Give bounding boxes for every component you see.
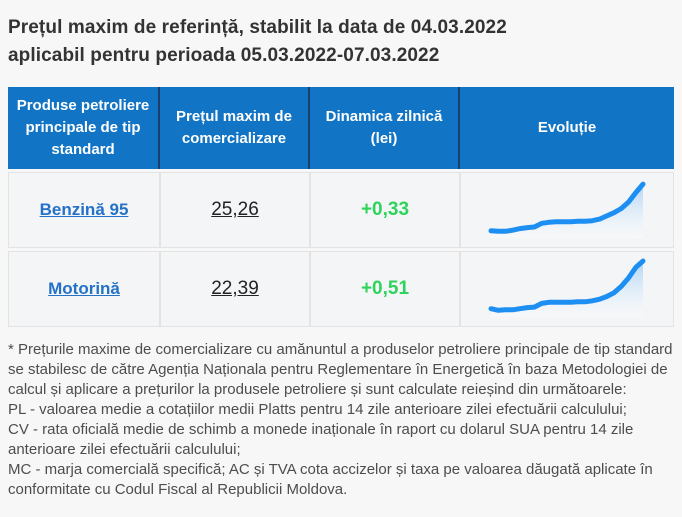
benzina95-link[interactable]: Benzină 95 — [39, 200, 129, 219]
footnote-intro: * Prețurile maxime de comercializare cu … — [8, 341, 673, 398]
benzina95-daily-dynamic: +0,33 — [360, 199, 410, 220]
table-header-row: Produse petroliere principale de tip sta… — [8, 87, 674, 169]
page-title-line2: aplicabil pentru perioada 05.03.2022-07.… — [8, 45, 440, 66]
footnote-cv: CV - rata oficială medie de schimb a mon… — [8, 421, 634, 458]
page-title: Prețul maxim de referință, stabilit la d… — [8, 14, 674, 70]
header-product-type: Produse petroliere principale de tip sta… — [8, 87, 160, 169]
page-title-line1: Prețul maxim de referință, stabilit la d… — [8, 17, 507, 38]
table-row-benzina95: Benzină 95 25,26 +0,33 — [8, 172, 674, 248]
footnote-pl: PL - valoarea medie a cotațiilor medii P… — [8, 401, 627, 418]
benzina95-price-link[interactable]: 25,26 — [211, 199, 259, 220]
motorina-evolution-chart — [488, 256, 646, 318]
header-evolution: Evoluție — [460, 87, 674, 169]
footnote-mc: MC - marja comercială specifică; AC și T… — [8, 461, 653, 498]
methodology-footnote: * Prețurile maxime de comercializare cu … — [8, 340, 678, 500]
benzina95-evolution-chart — [488, 177, 646, 239]
fuel-price-table: Produse petroliere principale de tip sta… — [8, 84, 674, 330]
motorina-link[interactable]: Motorină — [48, 279, 120, 298]
table-row-motorina: Motorină 22,39 +0,51 — [8, 251, 674, 327]
header-daily-dynamic: Dinamica zilnică (lei) — [310, 87, 460, 169]
motorina-daily-dynamic: +0,51 — [360, 278, 410, 299]
motorina-price-link[interactable]: 22,39 — [211, 278, 259, 299]
page: Prețul maxim de referință, stabilit la d… — [8, 14, 678, 500]
header-max-price: Prețul maxim de comercializare — [160, 87, 310, 169]
